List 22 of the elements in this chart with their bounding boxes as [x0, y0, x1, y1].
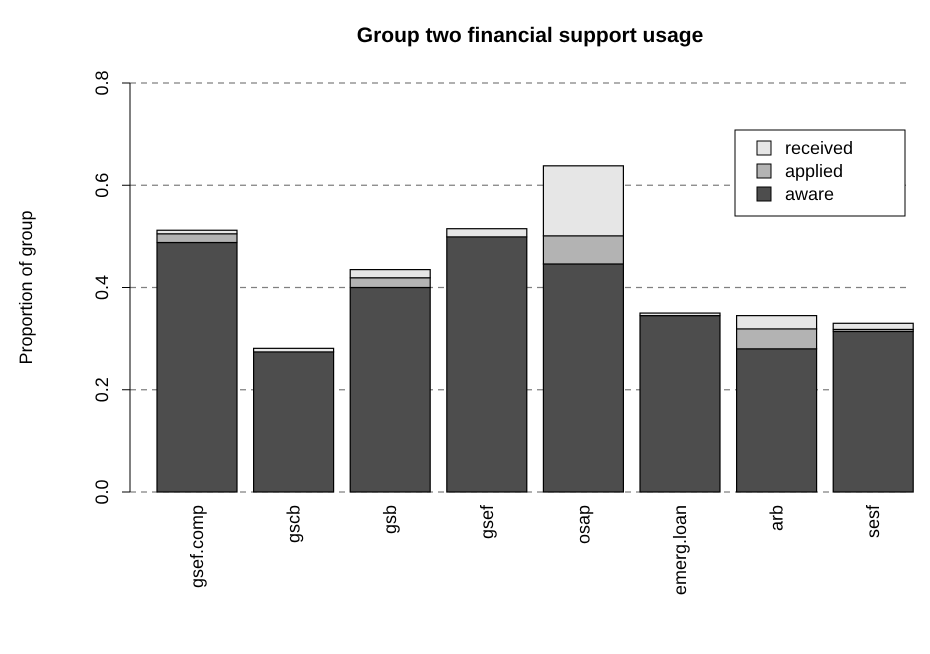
y-tick-label: 0.4 — [92, 274, 112, 300]
y-tick-label: 0.8 — [92, 70, 112, 96]
legend-label: received — [785, 138, 854, 158]
y-tick-label: 0.6 — [92, 172, 112, 198]
chart-title: Group two financial support usage — [356, 24, 704, 47]
x-tick-label: gscb — [284, 505, 304, 544]
bar — [253, 351, 334, 493]
bar — [832, 330, 914, 493]
y-tick-label: 0.0 — [92, 479, 112, 505]
legend-label: aware — [785, 184, 834, 204]
x-tick-label: gsef.comp — [187, 505, 207, 588]
x-tick-label: emerg.loan — [670, 505, 690, 596]
x-tick-label: sesf — [863, 504, 884, 538]
bar — [639, 315, 721, 493]
legend-label: applied — [785, 161, 844, 181]
x-tick-label: gsb — [380, 505, 400, 534]
x-tick-label: gsef — [476, 504, 497, 540]
x-tick-label: arb — [766, 505, 787, 532]
y-axis-title: Proportion of group — [16, 210, 36, 365]
bar — [832, 322, 914, 330]
x-tick-label: osap — [573, 505, 594, 544]
y-tick-label: 0.2 — [92, 377, 112, 402]
